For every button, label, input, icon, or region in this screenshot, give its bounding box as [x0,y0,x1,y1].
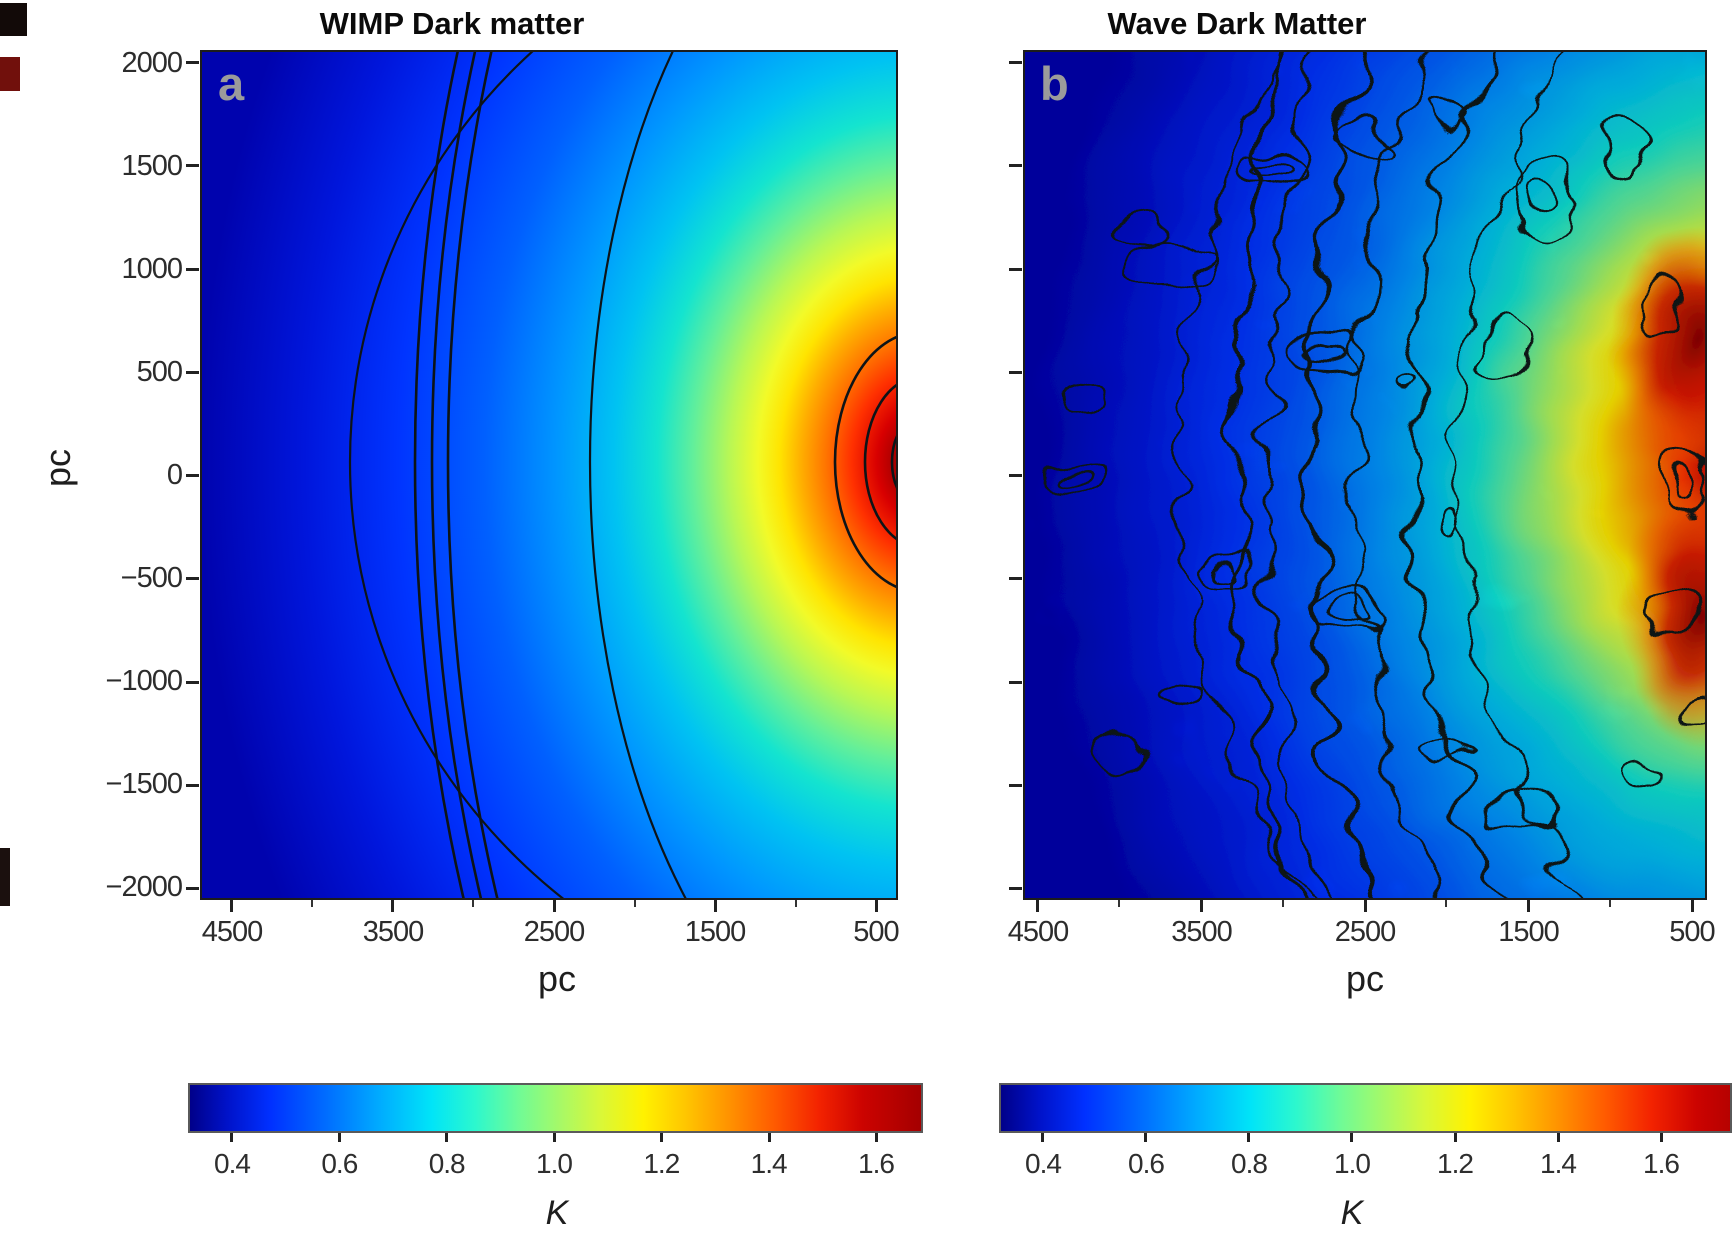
colorbar-a-tick-labels: 0.4 0.6 0.8 1.0 1.2 1.4 1.6 [200,1148,908,1180]
panel-a-heatmap [200,50,898,900]
wimp-temperature-field [202,52,896,898]
wave-turbulent-contours [1177,52,1589,898]
colorbar-b-label: K [1340,1194,1364,1232]
panel-a-title: WIMP Dark matter [319,6,585,41]
y-tick-label: 1000 [121,253,183,285]
x-tick-label: 4500 [1007,916,1070,948]
colorbar-a-label: K [545,1194,569,1232]
wave-granule-contours [1038,100,1705,832]
wimp-heatmap-svg [202,52,896,898]
colorbar-tick-label: 0.6 [321,1148,358,1179]
colorbar-tick-label: 1.0 [1334,1148,1371,1179]
panel-a-xtick-marks [230,900,878,912]
x-tick-label: 500 [1669,916,1715,948]
panel-a-xtick-labels: 4500 3500 2500 1500 500 [192,916,916,949]
y-tick-label: −1000 [105,665,183,697]
panel-b-xtick-labels: 4500 3500 2500 1500 500 [998,916,1732,949]
panel-a-ylabel: pc [37,448,78,488]
x-tick-label: 3500 [1171,916,1233,948]
y-tick-label: 2000 [121,47,183,79]
wave-heatmap-svg [1025,52,1705,898]
edge-smudge [0,848,10,906]
wave-granular-noise [1025,52,1705,898]
colorbar-tick-label: 1.2 [643,1148,680,1179]
colorbar-tick-label: 1.6 [1643,1148,1680,1179]
panel-b-title: Wave Dark Matter [1107,6,1367,41]
x-tick-label: 3500 [362,916,425,948]
panel-a-letter: a [218,57,245,110]
colorbar-tick-label: 0.8 [1231,1148,1268,1179]
colorbar-b-tick-marks [1041,1133,1663,1142]
x-tick-label: 2500 [1334,916,1397,948]
colorbar-tick-label: 1.6 [858,1148,895,1179]
panel-a-ytick-marks [186,61,200,890]
edge-smudge [0,3,27,36]
wimp-smooth-contours [349,52,896,898]
y-tick-label: −1500 [105,768,183,800]
panel-a-xlabel: pc [537,958,577,999]
panel-b-xtick-minor-marks [1118,900,1611,907]
panel-b-letter: b [1040,57,1069,110]
panel-b-xlabel: pc [1345,958,1385,999]
panel-b-heatmap [1023,50,1707,900]
panel-b-ytick-marks [1009,61,1023,890]
y-tick-label: 500 [136,356,183,388]
colorbar-tick-label: 1.4 [1540,1148,1577,1179]
y-tick-label: −500 [120,562,183,594]
y-tick-label: 1500 [121,150,183,182]
panel-b-xtick-marks [1036,900,1694,912]
panel-a-ytick-labels: 2000 1500 1000 500 0 −500 −1000 −1500 −2000 [64,47,183,903]
x-tick-label: 2500 [523,916,586,948]
colorbar-tick-label: 1.0 [536,1148,573,1179]
x-tick-label: 4500 [201,916,264,948]
colorbar-tick-label: 0.4 [214,1148,251,1179]
colorbar-b-tick-labels: 0.4 0.6 0.8 1.0 1.2 1.4 1.6 [1011,1148,1693,1180]
panel-a-xtick-minor-marks [311,900,797,907]
y-tick-label: 0 [166,459,183,491]
x-tick-label: 1500 [684,916,747,948]
colorbar-a [188,1083,923,1133]
x-tick-label: 1500 [1498,916,1560,948]
colorbar-tick-label: 1.2 [1437,1148,1474,1179]
colorbar-tick-label: 0.8 [428,1148,466,1179]
colorbar-b [999,1083,1732,1133]
colorbar-a-tick-marks [230,1133,878,1142]
y-tick-label: −2000 [105,871,183,903]
colorbar-tick-label: 0.4 [1025,1148,1062,1179]
colorbar-tick-label: 1.4 [750,1148,788,1179]
colorbar-tick-label: 0.6 [1128,1148,1165,1179]
edge-smudge [0,57,20,91]
x-tick-label: 500 [853,916,899,948]
